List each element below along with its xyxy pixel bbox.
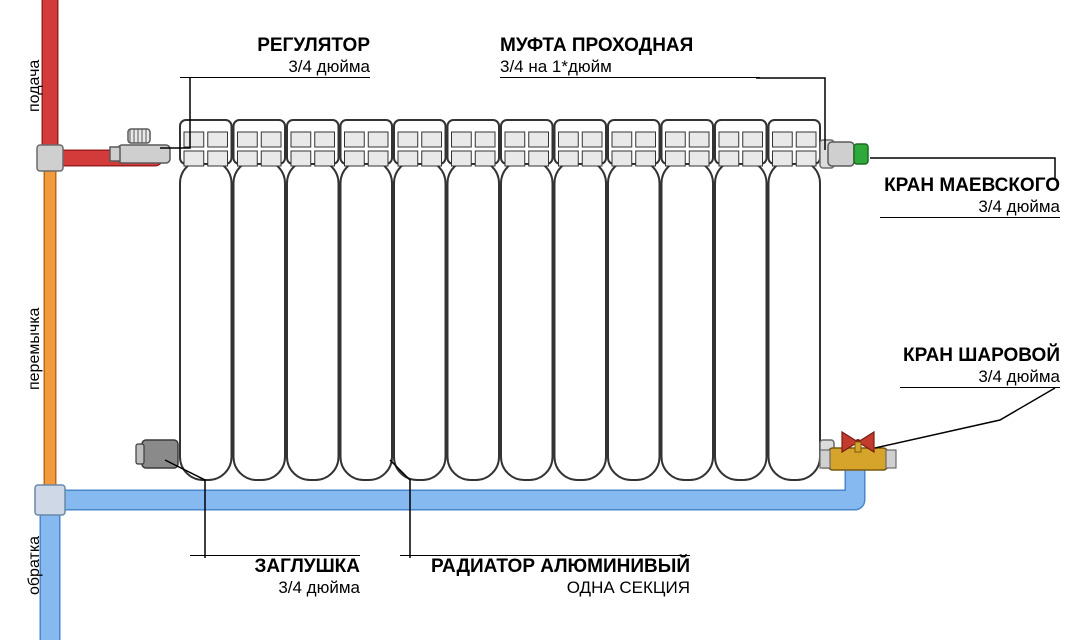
callout-section-title: РАДИАТОР АЛЮМИНИВЫЙ — [400, 556, 690, 578]
return-pipe-label: обратка — [26, 536, 44, 595]
diagram-svg — [0, 0, 1070, 640]
callout-section-sub: ОДНА СЕКЦИЯ — [400, 578, 690, 598]
supply-pipe-label: подача — [26, 60, 44, 112]
callout-ball-valve: КРАН ШАРОВОЙ 3/4 дюйма — [900, 345, 1060, 388]
callout-ball-title: КРАН ШАРОВОЙ — [900, 345, 1060, 367]
callout-coupling-title: МУФТА ПРОХОДНАЯ — [500, 35, 760, 57]
radiator — [180, 120, 820, 480]
callout-plug: ЗАГЛУШКА 3/4 дюйма — [190, 555, 360, 598]
callout-mayevsky-title: КРАН МАЕВСКОГО — [880, 175, 1060, 197]
callout-coupling: МУФТА ПРОХОДНАЯ 3/4 на 1*дюйм — [500, 35, 760, 78]
callout-ball-sub: 3/4 дюйма — [900, 367, 1060, 387]
callout-regulator-title: РЕГУЛЯТОР — [180, 35, 370, 57]
callout-regulator: РЕГУЛЯТОР 3/4 дюйма — [180, 35, 370, 78]
callout-plug-title: ЗАГЛУШКА — [190, 556, 360, 578]
diagram-stage: подача перемычка обратка РЕГУЛЯТОР 3/4 д… — [0, 0, 1070, 640]
callout-section: РАДИАТОР АЛЮМИНИВЫЙ ОДНА СЕКЦИЯ — [400, 555, 690, 598]
callout-mayevsky: КРАН МАЕВСКОГО 3/4 дюйма — [880, 175, 1060, 218]
bypass-pipe-label: перемычка — [26, 308, 44, 390]
callout-regulator-sub: 3/4 дюйма — [180, 57, 370, 77]
callout-plug-sub: 3/4 дюйма — [190, 578, 360, 598]
callout-mayevsky-sub: 3/4 дюйма — [880, 197, 1060, 217]
callout-coupling-sub: 3/4 на 1*дюйм — [500, 57, 760, 77]
